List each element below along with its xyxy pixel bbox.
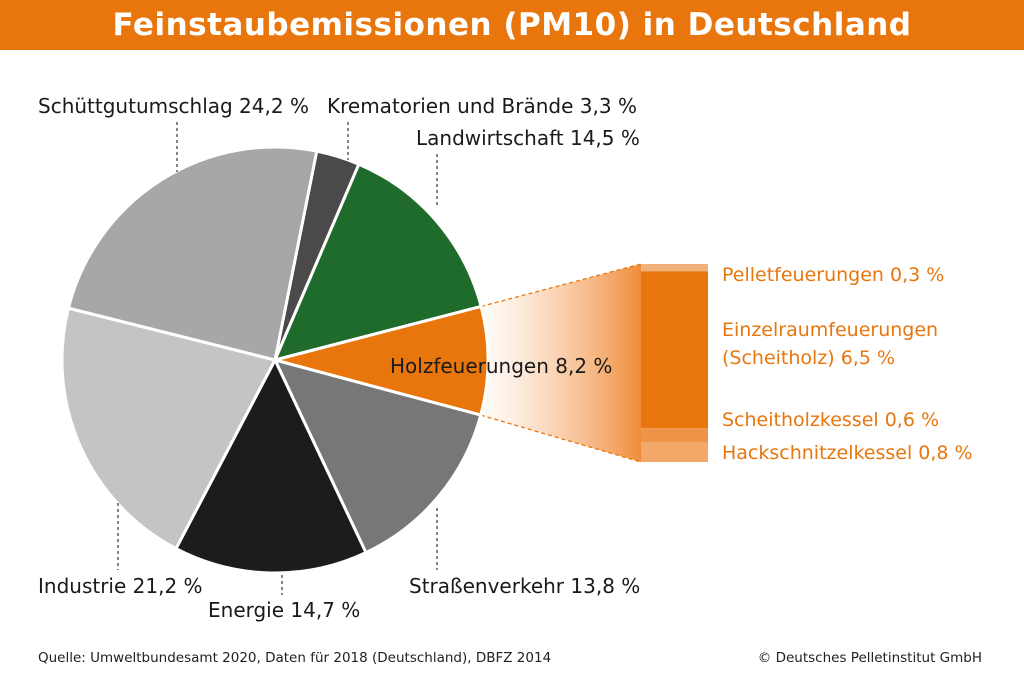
- chart-title: Feinstaubemissionen (PM10) in Deutschlan…: [112, 7, 912, 43]
- bar-segment-pelletfeuerungen: [641, 264, 708, 272]
- pie-slice-landwirtschaft: [273, 162, 483, 362]
- bar-label-pelletfeuerungen: Pelletfeuerungen 0,3 %: [722, 264, 944, 286]
- bar-label-einzelraumfeuerungen-scheitholz-line-2: (Scheitholz) 6,5 %: [722, 347, 895, 369]
- bar-label-einzelraumfeuerungen-scheitholz-line-1: Einzelraumfeuerungen: [722, 319, 938, 341]
- pie-label-schuettgutumschlag: Schüttgutumschlag 24,2 %: [38, 94, 309, 118]
- pie-label-krematorien-und-braende: Krematorien und Brände 3,3 %: [327, 94, 637, 118]
- bar-segment-einzelraumfeuerungen-scheitholz: [641, 271, 708, 429]
- bar-label-hackschnitzelkessel: Hackschnitzelkessel 0,8 %: [722, 442, 973, 464]
- pie-label-strassenverkehr: Straßenverkehr 13,8 %: [409, 574, 640, 598]
- bar-label-scheitholzkessel: Scheitholzkessel 0,6 %: [722, 409, 939, 431]
- pie-slice-strassenverkehr: [273, 358, 483, 555]
- pie-label-holzfeuerungen: Holzfeuerungen 8,2 %: [390, 354, 612, 378]
- pie-slice-industrie: [60, 306, 277, 551]
- source-note: Quelle: Umweltbundesamt 2020, Daten für …: [38, 650, 552, 666]
- bar-segment-hackschnitzelkessel: [641, 442, 708, 462]
- pie-slice-holzfeuerungen: [273, 304, 490, 417]
- pie-label-energie: Energie 14,7 %: [208, 598, 360, 622]
- pie-label-landwirtschaft: Landwirtschaft 14,5 %: [416, 126, 640, 150]
- pie-label-industrie: Industrie 21,2 %: [38, 574, 203, 598]
- zoom-connector: [480, 264, 641, 462]
- pie-slice-schuettgutumschlag: [66, 145, 319, 362]
- title-banner: Feinstaubemissionen (PM10) in Deutschlan…: [0, 0, 1024, 50]
- copyright-note: © Deutsches Pelletinstitut GmbH: [757, 650, 982, 666]
- bar-segment-scheitholzkessel: [641, 428, 708, 443]
- pie-slice-energie: [174, 358, 368, 575]
